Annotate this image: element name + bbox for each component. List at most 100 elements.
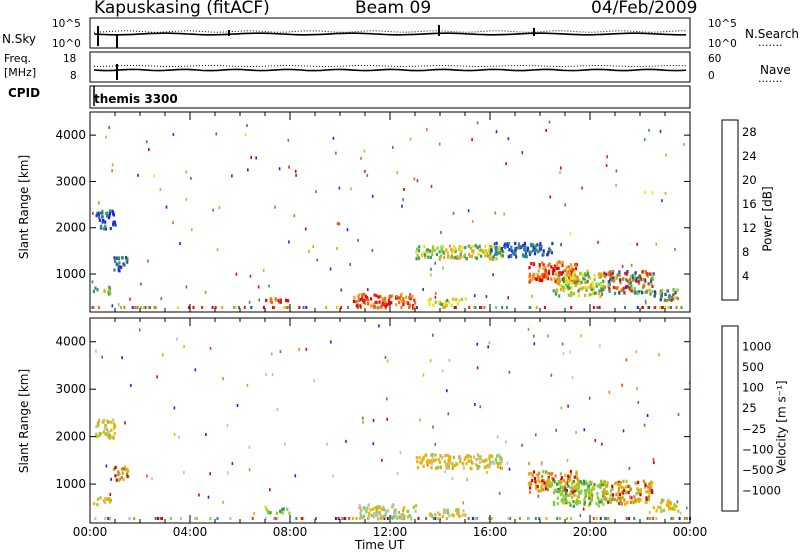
velocity-panel-patch-6 bbox=[434, 453, 437, 457]
velocity-panel-patch-6 bbox=[418, 456, 421, 460]
power-panel-patch-7 bbox=[542, 249, 545, 253]
velocity-panel-patch-9 bbox=[618, 482, 621, 486]
power-panel-patch-1 bbox=[376, 306, 379, 310]
velocity-panel-patch-2 bbox=[443, 510, 446, 514]
velocity-panel-patch-6 bbox=[434, 458, 437, 462]
velocity-panel-colorbar-tick: −25 bbox=[742, 422, 766, 436]
velocity-panel-patch-6 bbox=[422, 464, 425, 468]
velocity-panel-patch-2 bbox=[429, 513, 432, 517]
velocity-panel-patch-9 bbox=[627, 484, 630, 488]
power-panel-patch-8 bbox=[568, 276, 571, 280]
velocity-panel-patch-6 bbox=[439, 454, 442, 458]
power-panel-speck bbox=[329, 267, 332, 271]
power-panel-patch-10 bbox=[650, 282, 653, 286]
power-panel-patch-6 bbox=[469, 246, 472, 250]
power-panel-colorbar-tick: 4 bbox=[742, 269, 749, 283]
power-panel-patch-6 bbox=[416, 253, 419, 258]
velocity-panel-speck bbox=[183, 471, 185, 474]
power-panel-patch-9 bbox=[602, 284, 605, 288]
velocity-panel-patch-9 bbox=[637, 488, 640, 492]
velocity-panel-patch-6 bbox=[496, 454, 499, 458]
power-panel-patch-11 bbox=[663, 298, 666, 302]
power-panel-patch-1 bbox=[411, 304, 415, 308]
velocity-panel-patch-3 bbox=[109, 500, 112, 504]
power-panel-patch-2 bbox=[452, 297, 455, 301]
velocity-panel-speck bbox=[594, 439, 597, 443]
velocity-panel-patch-1 bbox=[375, 508, 378, 512]
power-panel-patch-9 bbox=[567, 283, 570, 287]
power-panel-patch-1 bbox=[411, 294, 414, 298]
velocity-panel-bottom-speck bbox=[649, 517, 652, 520]
velocity-panel-patch-6 bbox=[443, 460, 446, 464]
velocity-panel-bottom-speck bbox=[473, 517, 476, 520]
power-panel-patch-8 bbox=[576, 275, 579, 279]
power-panel-patch-7 bbox=[504, 246, 507, 250]
velocity-panel-patch-10 bbox=[673, 503, 676, 507]
velocity-panel-speck bbox=[562, 352, 565, 356]
power-panel-patch-1 bbox=[364, 294, 367, 298]
power-panel-bottom-speck bbox=[282, 306, 285, 309]
velocity-panel-speck bbox=[105, 464, 108, 468]
power-panel-patch-7 bbox=[536, 250, 539, 254]
power-panel-patch-6 bbox=[418, 245, 421, 249]
velocity-panel-patch-5 bbox=[115, 478, 118, 482]
power-panel-patch-4 bbox=[97, 211, 101, 215]
power-panel-patch-9 bbox=[591, 282, 594, 287]
velocity-panel-colorbar-tick: −100 bbox=[742, 442, 774, 456]
power-panel-patch-8 bbox=[565, 266, 568, 270]
velocity-panel-patch-1 bbox=[381, 507, 384, 511]
velocity-panel-patch-4 bbox=[110, 428, 113, 432]
power-panel-speck bbox=[426, 128, 428, 132]
power-panel-patch-2 bbox=[453, 297, 456, 301]
velocity-panel-patch-7 bbox=[529, 486, 532, 490]
power-panel-ytick-label: 1000 bbox=[55, 267, 86, 281]
nsearch-tick-bottom: 10^0 bbox=[708, 38, 737, 50]
velocity-panel-speck bbox=[226, 424, 229, 427]
power-panel-patch-10 bbox=[651, 277, 654, 281]
power-panel-patch-10 bbox=[650, 279, 653, 283]
velocity-panel-speck bbox=[176, 337, 178, 341]
power-panel-patch-9 bbox=[556, 279, 559, 283]
power-panel-patch-1 bbox=[358, 293, 361, 297]
power-panel-speck bbox=[644, 190, 646, 194]
velocity-panel-patch-6 bbox=[452, 455, 455, 459]
power-panel-patch-9 bbox=[564, 280, 567, 285]
power-panel-bottom-speck bbox=[624, 306, 626, 309]
power-panel-patch-10 bbox=[630, 289, 633, 293]
velocity-panel-patch-8 bbox=[556, 502, 559, 506]
velocity-panel-patch-2 bbox=[451, 513, 454, 517]
velocity-panel-patch-9 bbox=[620, 496, 623, 500]
power-panel-patch-4 bbox=[101, 215, 105, 219]
velocity-panel-patch-8 bbox=[560, 499, 563, 503]
power-panel-patch-1 bbox=[395, 303, 398, 307]
power-panel-patch-9 bbox=[557, 281, 561, 285]
velocity-panel-patch-7 bbox=[541, 479, 544, 483]
velocity-panel-patch-6 bbox=[451, 462, 454, 466]
velocity-panel-patch-7 bbox=[534, 480, 537, 484]
velocity-panel-speck bbox=[279, 350, 282, 354]
power-panel-patch-8 bbox=[543, 275, 546, 279]
power-panel-patch-6 bbox=[484, 251, 487, 255]
power-panel-patch-11 bbox=[667, 294, 671, 298]
power-panel-speck bbox=[316, 258, 319, 262]
velocity-panel-patch-8 bbox=[598, 500, 601, 504]
power-panel-patch-1 bbox=[362, 300, 365, 304]
power-panel-patch-1 bbox=[373, 293, 376, 297]
power-panel-speck bbox=[338, 222, 340, 226]
power-panel-patch-7 bbox=[523, 248, 526, 252]
velocity-panel-patch-9 bbox=[611, 484, 614, 488]
velocity-panel-patch-6 bbox=[420, 461, 423, 465]
power-panel-patch-10 bbox=[618, 278, 622, 282]
velocity-panel-patch-0 bbox=[282, 507, 285, 511]
power-panel-speck bbox=[246, 124, 248, 128]
velocity-panel-speck bbox=[528, 462, 530, 466]
power-panel-speck bbox=[312, 245, 314, 248]
power-panel-patch-7 bbox=[532, 248, 535, 252]
power-panel-speck bbox=[564, 203, 567, 207]
velocity-panel-bottom-speck bbox=[295, 517, 298, 520]
velocity-panel-speck bbox=[582, 507, 585, 511]
velocity-panel-patch-7 bbox=[537, 478, 540, 482]
velocity-panel-bottom-speck bbox=[216, 517, 219, 520]
velocity-panel-patch-8 bbox=[557, 481, 560, 486]
power-panel-patch-1 bbox=[359, 304, 362, 308]
